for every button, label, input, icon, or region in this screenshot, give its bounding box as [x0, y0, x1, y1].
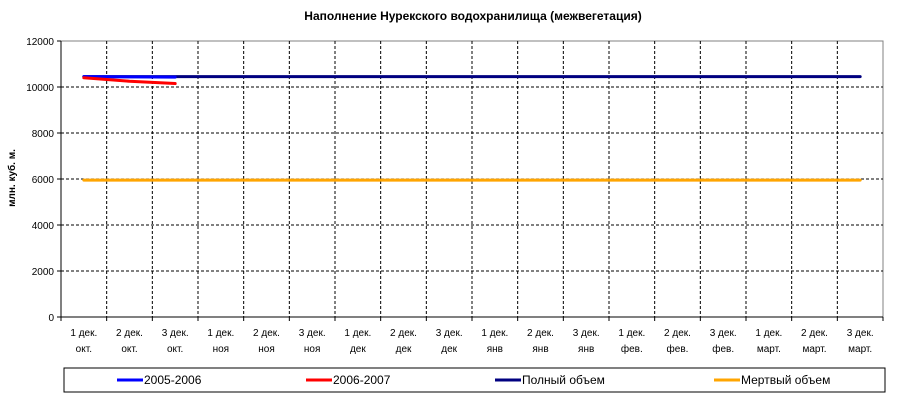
x-tick-label: фев. — [712, 343, 734, 355]
x-tick-label: 2 дек. — [664, 328, 691, 339]
legend: 2005-2006 2006-2007 Полный объем Мертвый об… — [63, 367, 886, 393]
x-tick-label: окт. — [167, 344, 183, 355]
x-tick-label: 1 дек. — [755, 328, 782, 339]
y-tick-label: 6000 — [32, 175, 55, 186]
x-tick-label: янв — [532, 344, 548, 355]
x-tick-label: 1 дек. — [344, 328, 371, 339]
x-tick-label: янв — [487, 344, 503, 355]
legend-label: 2006-2007 — [333, 373, 391, 387]
x-tick-label: 2 дек. — [253, 328, 280, 339]
x-tick-label: 3 дек. — [299, 328, 326, 339]
x-tick-label: 3 дек. — [847, 328, 874, 339]
x-tick-label: 3 дек. — [573, 328, 600, 339]
x-tick-label: март. — [848, 344, 872, 355]
x-tick-label: 2 дек. — [116, 328, 143, 339]
x-tick-label: 1 дек. — [70, 328, 97, 339]
plot-area: 0 2000 4000 6000 8000 10000 12000 1 дек. окт. 2 д… — [26, 37, 884, 355]
y-tick-label: 10000 — [26, 83, 54, 94]
x-tick-label: окт. — [121, 344, 137, 355]
series-line-2 — [82, 76, 177, 86]
x-tick-label: 2 дек. — [801, 328, 828, 339]
y-tick-label: 8000 — [32, 129, 55, 140]
y-axis-label: млн. куб. м. — [6, 149, 18, 207]
x-tick-label: окт. — [76, 344, 92, 355]
legend-box — [63, 367, 886, 393]
x-tick-label: янв — [578, 344, 594, 355]
x-tick-label: 2 дек. — [527, 328, 554, 339]
x-tick-label: 3 дек. — [710, 328, 737, 339]
x-tick-label: ноя — [258, 344, 275, 355]
x-tick-label: 1 дек. — [207, 328, 234, 339]
x-tick-label: 3 дек. — [436, 328, 463, 339]
x-tick-label: дек — [350, 344, 366, 355]
legend-label: 2005-2006 — [144, 373, 202, 387]
x-tick-label: 1 дек. — [618, 328, 645, 339]
x-tick-label: 2 дек. — [390, 328, 417, 339]
x-tick-label: март. — [802, 344, 826, 355]
x-tick-label: март. — [757, 344, 781, 355]
chart-title: Наполнение Нурекского водохранилища (меж… — [304, 9, 641, 23]
x-tick-label: 1 дек. — [481, 328, 508, 339]
y-tick-label: 0 — [48, 313, 54, 324]
y-tick-label: 2000 — [32, 267, 55, 278]
x-tick-label: фев. — [667, 343, 689, 355]
legend-label: Полный объем — [522, 373, 605, 387]
x-tick-label: дек — [441, 344, 457, 355]
y-tick-label: 4000 — [32, 221, 55, 232]
x-tick-label: ноя — [304, 344, 321, 355]
x-tick-label: дек — [396, 344, 412, 355]
legend-label: Мертвый объем — [741, 373, 830, 387]
x-tick-label: фев. — [621, 343, 643, 355]
x-tick-label: ноя — [213, 344, 230, 355]
x-tick-label: 3 дек. — [162, 328, 189, 339]
y-tick-label: 12000 — [26, 37, 54, 48]
